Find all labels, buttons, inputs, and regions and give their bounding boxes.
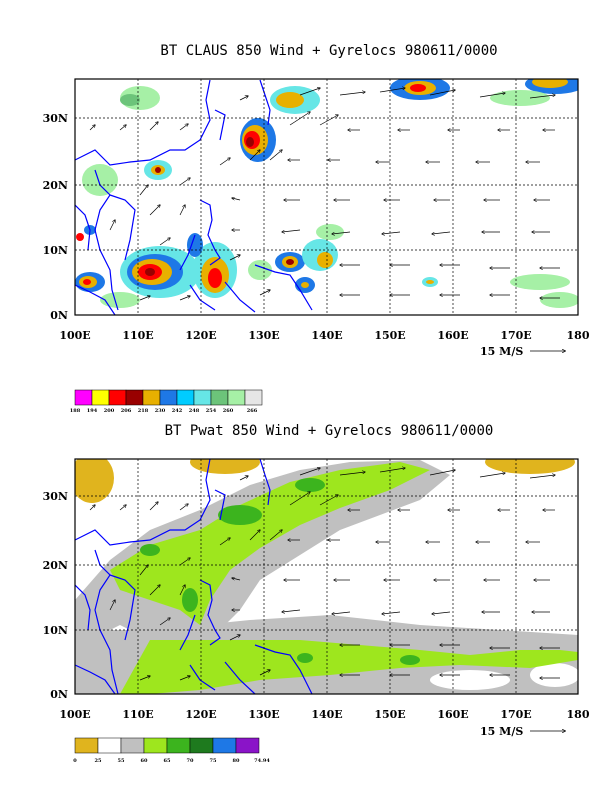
lon-tick: 130E	[248, 708, 279, 721]
panel-title: BT CLAUS 850 Wind + Gyrelocs 980611/0000	[160, 43, 497, 59]
legend-swatch	[244, 389, 263, 406]
legend-swatch	[193, 389, 212, 406]
lon-tick: 170E	[500, 708, 531, 721]
vector-scale-label: 15 M/S	[480, 345, 523, 358]
legend-label: 25	[95, 758, 102, 764]
legend-label: 230	[155, 408, 166, 414]
map-frame	[74, 78, 579, 316]
legend-label: 194	[87, 408, 98, 414]
legend-swatch	[125, 389, 144, 406]
lat-tick: 20N	[43, 559, 68, 572]
coastlines	[75, 79, 313, 315]
legend-swatch	[159, 389, 178, 406]
legend-swatch	[210, 389, 229, 406]
lon-tick: 110E	[122, 329, 153, 342]
legend-swatch	[189, 737, 214, 754]
lat-axis: 0N 10N 20N 30N	[43, 112, 68, 322]
legend-swatch	[227, 389, 246, 406]
legend-swatch	[142, 389, 161, 406]
lon-axis: 100E 110E 120E 130E 140E 150E 160E 170E …	[59, 329, 590, 342]
color-legend: 188 194 200 206 218 230 242 248 254 260 …	[70, 389, 263, 414]
map-plot-area	[75, 459, 578, 694]
legend-label: 200	[104, 408, 115, 414]
legend-label: 74.94	[254, 758, 270, 764]
graticule	[75, 79, 578, 315]
lon-tick: 150E	[374, 708, 405, 721]
lon-axis: 100E 110E 120E 130E 140E 150E 160E 170E …	[59, 708, 590, 721]
graticule	[75, 459, 578, 694]
legend-swatch	[74, 389, 93, 406]
panel-claus: BT CLAUS 850 Wind + Gyrelocs 980611/0000	[43, 43, 590, 414]
legend-label: 65	[164, 758, 171, 764]
legend-swatch	[120, 737, 145, 754]
lat-tick: 30N	[43, 112, 68, 125]
legend-swatch	[108, 389, 127, 406]
lon-tick: 140E	[311, 329, 342, 342]
legend-label: 80	[233, 758, 240, 764]
legend-label: 75	[210, 758, 217, 764]
legend-swatch	[235, 737, 260, 754]
legend-label: 206	[121, 408, 132, 414]
legend-label: 248	[189, 408, 200, 414]
lat-tick: 0N	[50, 688, 68, 701]
lon-tick: 130E	[248, 329, 279, 342]
panel-title: BT Pwat 850 Wind + Gyrelocs 980611/0000	[165, 423, 494, 439]
lon-tick: 160E	[437, 329, 468, 342]
lat-tick: 10N	[43, 244, 68, 257]
color-legend: 0 25 55 60 65 70 75 80 74.94	[73, 737, 270, 764]
legend-label: 218	[138, 408, 149, 414]
legend-swatch	[143, 737, 168, 754]
wind-vectors	[89, 468, 560, 681]
lat-tick: 20N	[43, 179, 68, 192]
legend-label: 254	[206, 408, 217, 414]
legend-swatch	[91, 389, 110, 406]
legend-label: 0	[73, 758, 77, 764]
lon-tick: 180	[567, 329, 590, 342]
lon-tick: 100E	[59, 329, 90, 342]
map-frame	[74, 458, 579, 695]
lon-tick: 100E	[59, 708, 90, 721]
lon-tick: 110E	[122, 708, 153, 721]
legend-label: 60	[141, 758, 148, 764]
lon-tick: 160E	[437, 708, 468, 721]
vector-scale-label: 15 M/S	[480, 725, 523, 738]
wind-vectors	[89, 88, 560, 301]
lon-tick: 140E	[311, 708, 342, 721]
legend-swatch	[74, 737, 99, 754]
lat-axis: 0N 10N 20N 30N	[43, 490, 68, 701]
lon-tick: 170E	[500, 329, 531, 342]
legend-label: 55	[118, 758, 125, 764]
legend-swatch	[176, 389, 195, 406]
legend-swatch	[166, 737, 191, 754]
lat-tick: 0N	[50, 309, 68, 322]
vector-scale: 15 M/S	[480, 345, 565, 358]
legend-label: 188	[70, 408, 81, 414]
legend-swatch	[212, 737, 237, 754]
legend-label: 70	[187, 758, 194, 764]
coastlines	[75, 459, 313, 694]
lon-tick: 120E	[185, 708, 216, 721]
pwat-shading	[75, 459, 578, 694]
lon-tick: 180	[567, 708, 590, 721]
lat-tick: 30N	[43, 490, 68, 503]
cloud-shading	[75, 79, 578, 308]
legend-label: 266	[247, 408, 258, 414]
legend-label: 260	[223, 408, 234, 414]
vector-scale: 15 M/S	[480, 725, 565, 738]
legend-swatch	[97, 737, 122, 754]
panel-pwat: BT Pwat 850 Wind + Gyrelocs 980611/0000	[43, 423, 590, 764]
lon-tick: 120E	[185, 329, 216, 342]
legend-label: 242	[172, 408, 183, 414]
lat-tick: 10N	[43, 624, 68, 637]
lon-tick: 150E	[374, 329, 405, 342]
map-plot-area	[75, 79, 578, 315]
